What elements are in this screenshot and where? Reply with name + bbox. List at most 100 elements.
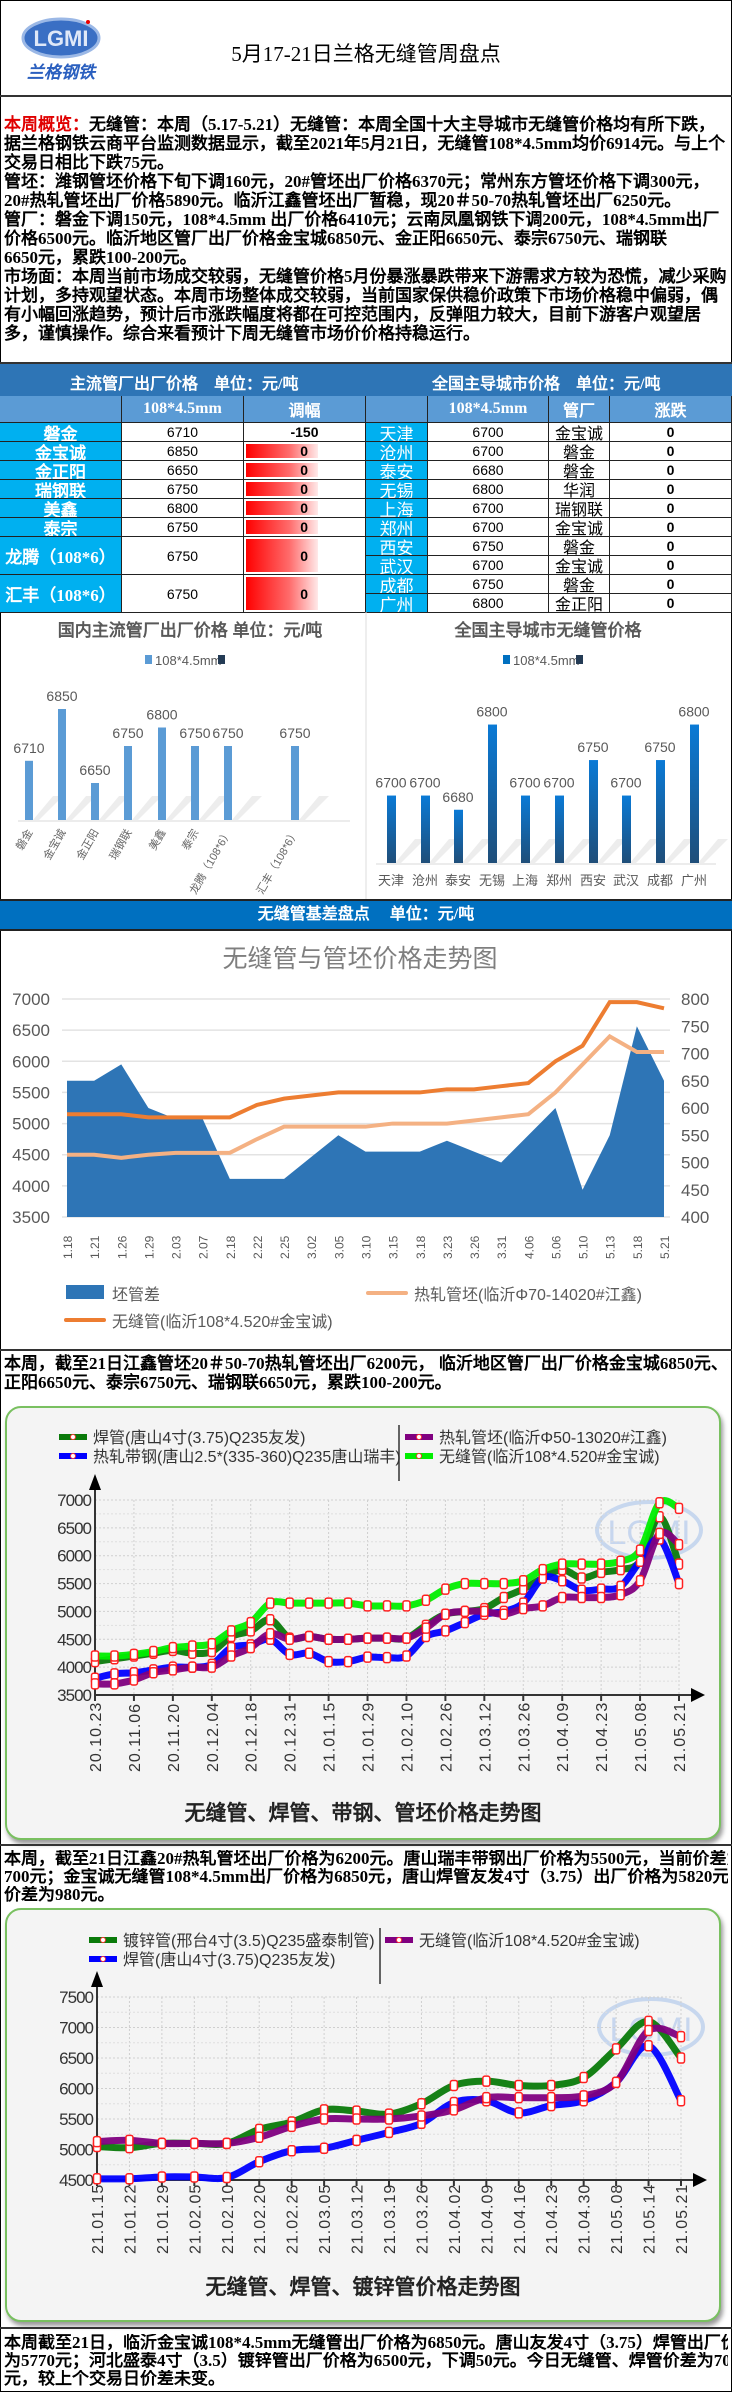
x-tick-label: 3.02	[305, 1235, 319, 1259]
city-change: 0	[610, 518, 732, 537]
mill-name: 瑞钢联	[0, 480, 122, 499]
data-point-marker	[644, 2040, 653, 2052]
change-value: 0	[300, 585, 308, 602]
data-point-marker	[384, 2113, 394, 2125]
data-point-marker	[577, 1572, 586, 1584]
mill-price-title: 主流管厂出厂价格 单位：元/吨	[70, 376, 299, 393]
chart-title: 无缝管、焊管、镀锌管价格走势图	[206, 2275, 521, 2299]
data-label: 6750	[112, 725, 143, 741]
city-price: 6800	[428, 594, 549, 613]
legend-swatch	[218, 655, 225, 664]
column-header	[0, 396, 122, 423]
final-note: 本周截至21日，临沂金宝诚108*4.5mm无缝管出厂价格为6850元。唐山友发…	[4, 2334, 728, 2388]
data-point-marker	[207, 1637, 217, 1650]
data-point-marker	[402, 1632, 411, 1644]
data-point-marker	[149, 1645, 158, 1658]
x-tick-label: 2.22	[251, 1235, 265, 1259]
city-name: 郑州	[366, 518, 428, 537]
change-value: 0	[300, 519, 308, 535]
data-point-marker	[382, 1600, 392, 1612]
data-point-marker	[304, 1630, 314, 1643]
text-line-content: 计划，多持观望状态。本周市场整体成交较弱，当前国家保供稳价政策下市场价格稳中偏弱…	[4, 286, 718, 305]
data-point-marker	[519, 1575, 528, 1587]
city-price: 6700	[428, 442, 549, 461]
trend-chart-2-svg: LGMI450050005500600065007000750021.01.15…	[59, 1928, 707, 2299]
text-line-content: 市场面：本周当前市场成交较弱，无缝管价格5月份暴涨暴跌带来下游需求方较为恐慌，减…	[4, 267, 727, 286]
change-value: 0	[300, 547, 308, 564]
bar-shadow	[698, 839, 728, 863]
mill-name: 金宝诚	[0, 442, 122, 461]
city-change: 0	[610, 442, 732, 461]
data-point-marker	[421, 1594, 431, 1607]
city-price: 6700	[428, 423, 549, 442]
city-change: 0	[610, 461, 732, 480]
text-line-content: 管厂：磐金下调150元，108*4.5mm 出厂价格6410元；云南凤凰钢铁下调…	[4, 210, 720, 229]
text-line: 本周概览：无缝管：本周（5.17-5.21）无缝管：本周全国十大主导城市无缝管价…	[4, 115, 728, 134]
category-label: 天津	[378, 873, 404, 888]
legend-label: 坯管差	[112, 1286, 160, 1304]
mill-price: 6750	[122, 575, 244, 613]
column-header: 管厂	[549, 396, 610, 423]
city-mill: 瑞钢联	[549, 499, 610, 518]
category-label: 泰宗	[178, 827, 201, 853]
bar	[521, 795, 530, 863]
bar-shadow	[232, 796, 262, 820]
x-tick-label: 3.05	[332, 1235, 346, 1259]
data-point-marker	[190, 2137, 199, 2150]
data-label: 6750	[279, 725, 310, 741]
data-point-marker	[110, 1668, 119, 1680]
city-price: 6700	[428, 499, 549, 518]
x-tick-label: 21.03.12	[350, 2184, 367, 2254]
data-point-marker	[363, 1651, 372, 1663]
mill-change: -150	[244, 423, 366, 442]
text-line-content: 本周，截至21日江鑫管坯20＃50-70热轧管坯出厂6200元， 临沂地区管厂出…	[4, 1354, 728, 1373]
x-tick-label: 5.06	[549, 1235, 563, 1259]
x-tick-label: 21.01.15	[90, 2184, 107, 2254]
data-point-marker	[188, 1640, 197, 1652]
city-change: 0	[610, 575, 732, 594]
data-label: 6750	[644, 739, 675, 755]
bar	[158, 727, 166, 820]
data-point-marker	[441, 1583, 450, 1595]
city-mill: 磐金	[549, 537, 610, 556]
text-line: 700元；金宝诚无缝管108*4.5mm出厂价格为6850元，唐山焊管友发4寸（…	[4, 1868, 728, 1886]
data-point-marker	[265, 1627, 275, 1640]
change-value: 0	[300, 443, 308, 459]
change-bar: 0	[246, 577, 318, 610]
text-line: 管坯：潍钢管坯价格下旬下调160元，20#管坯出厂价格6370元；常州东方管坯价…	[4, 172, 728, 191]
city-mill: 磐金	[549, 575, 610, 594]
data-point-marker	[644, 2024, 653, 2037]
city-name: 无锡	[366, 480, 428, 499]
city-name: 广州	[366, 594, 428, 613]
data-point-marker	[246, 1641, 255, 1654]
data-point-marker	[417, 2098, 426, 2110]
data-point-marker	[499, 1591, 509, 1604]
data-label: 6700	[375, 775, 406, 791]
legend-marker	[396, 1937, 402, 1943]
x-tick-label: 3.26	[468, 1235, 482, 1259]
category-label: 沧州	[412, 873, 438, 888]
data-point-marker	[319, 2142, 329, 2155]
x-tick-label: 21.03.26	[516, 1702, 533, 1772]
bar	[656, 760, 665, 863]
category-label: 瑞钢联	[106, 827, 135, 863]
text-line-content: 20#热轧管坯出厂价格5890元。临沂江鑫管坯出厂暂稳，现20＃50-70热轧管…	[4, 191, 682, 210]
data-point-marker	[363, 1632, 372, 1644]
x-tick-label: 21.05.08	[633, 1702, 650, 1772]
x-tick-label: 20.10.23	[88, 1702, 105, 1772]
data-point-marker	[287, 2120, 296, 2133]
y-tick-label: 3500	[57, 1686, 91, 1705]
y-tick-label: 4000	[12, 1177, 50, 1196]
data-point-marker	[287, 2144, 296, 2157]
text-line-content: 为5770元；河北盛泰4寸（3.5）镀锌管出厂价格为6500元，下调50元。今日…	[4, 2352, 728, 2370]
text-line: 管厂：磐金下调150元，108*4.5mm 出厂价格6410元；云南凤凰钢铁下调…	[4, 210, 728, 229]
text-line: 为5770元；河北盛泰4寸（3.5）镀锌管出厂价格为6500元，下调50元。今日…	[4, 2352, 728, 2370]
line-series-2	[67, 1000, 665, 1120]
legend-label: 无缝管(临沂108*4.520#金宝诚)	[112, 1313, 333, 1331]
x-tick-label: 21.04.30	[577, 2184, 594, 2254]
data-point-marker	[674, 1502, 684, 1515]
data-point-marker	[352, 2113, 361, 2125]
data-point-marker	[110, 1678, 119, 1690]
city-mill: 金宝诚	[549, 423, 610, 442]
data-point-marker	[227, 1625, 236, 1637]
